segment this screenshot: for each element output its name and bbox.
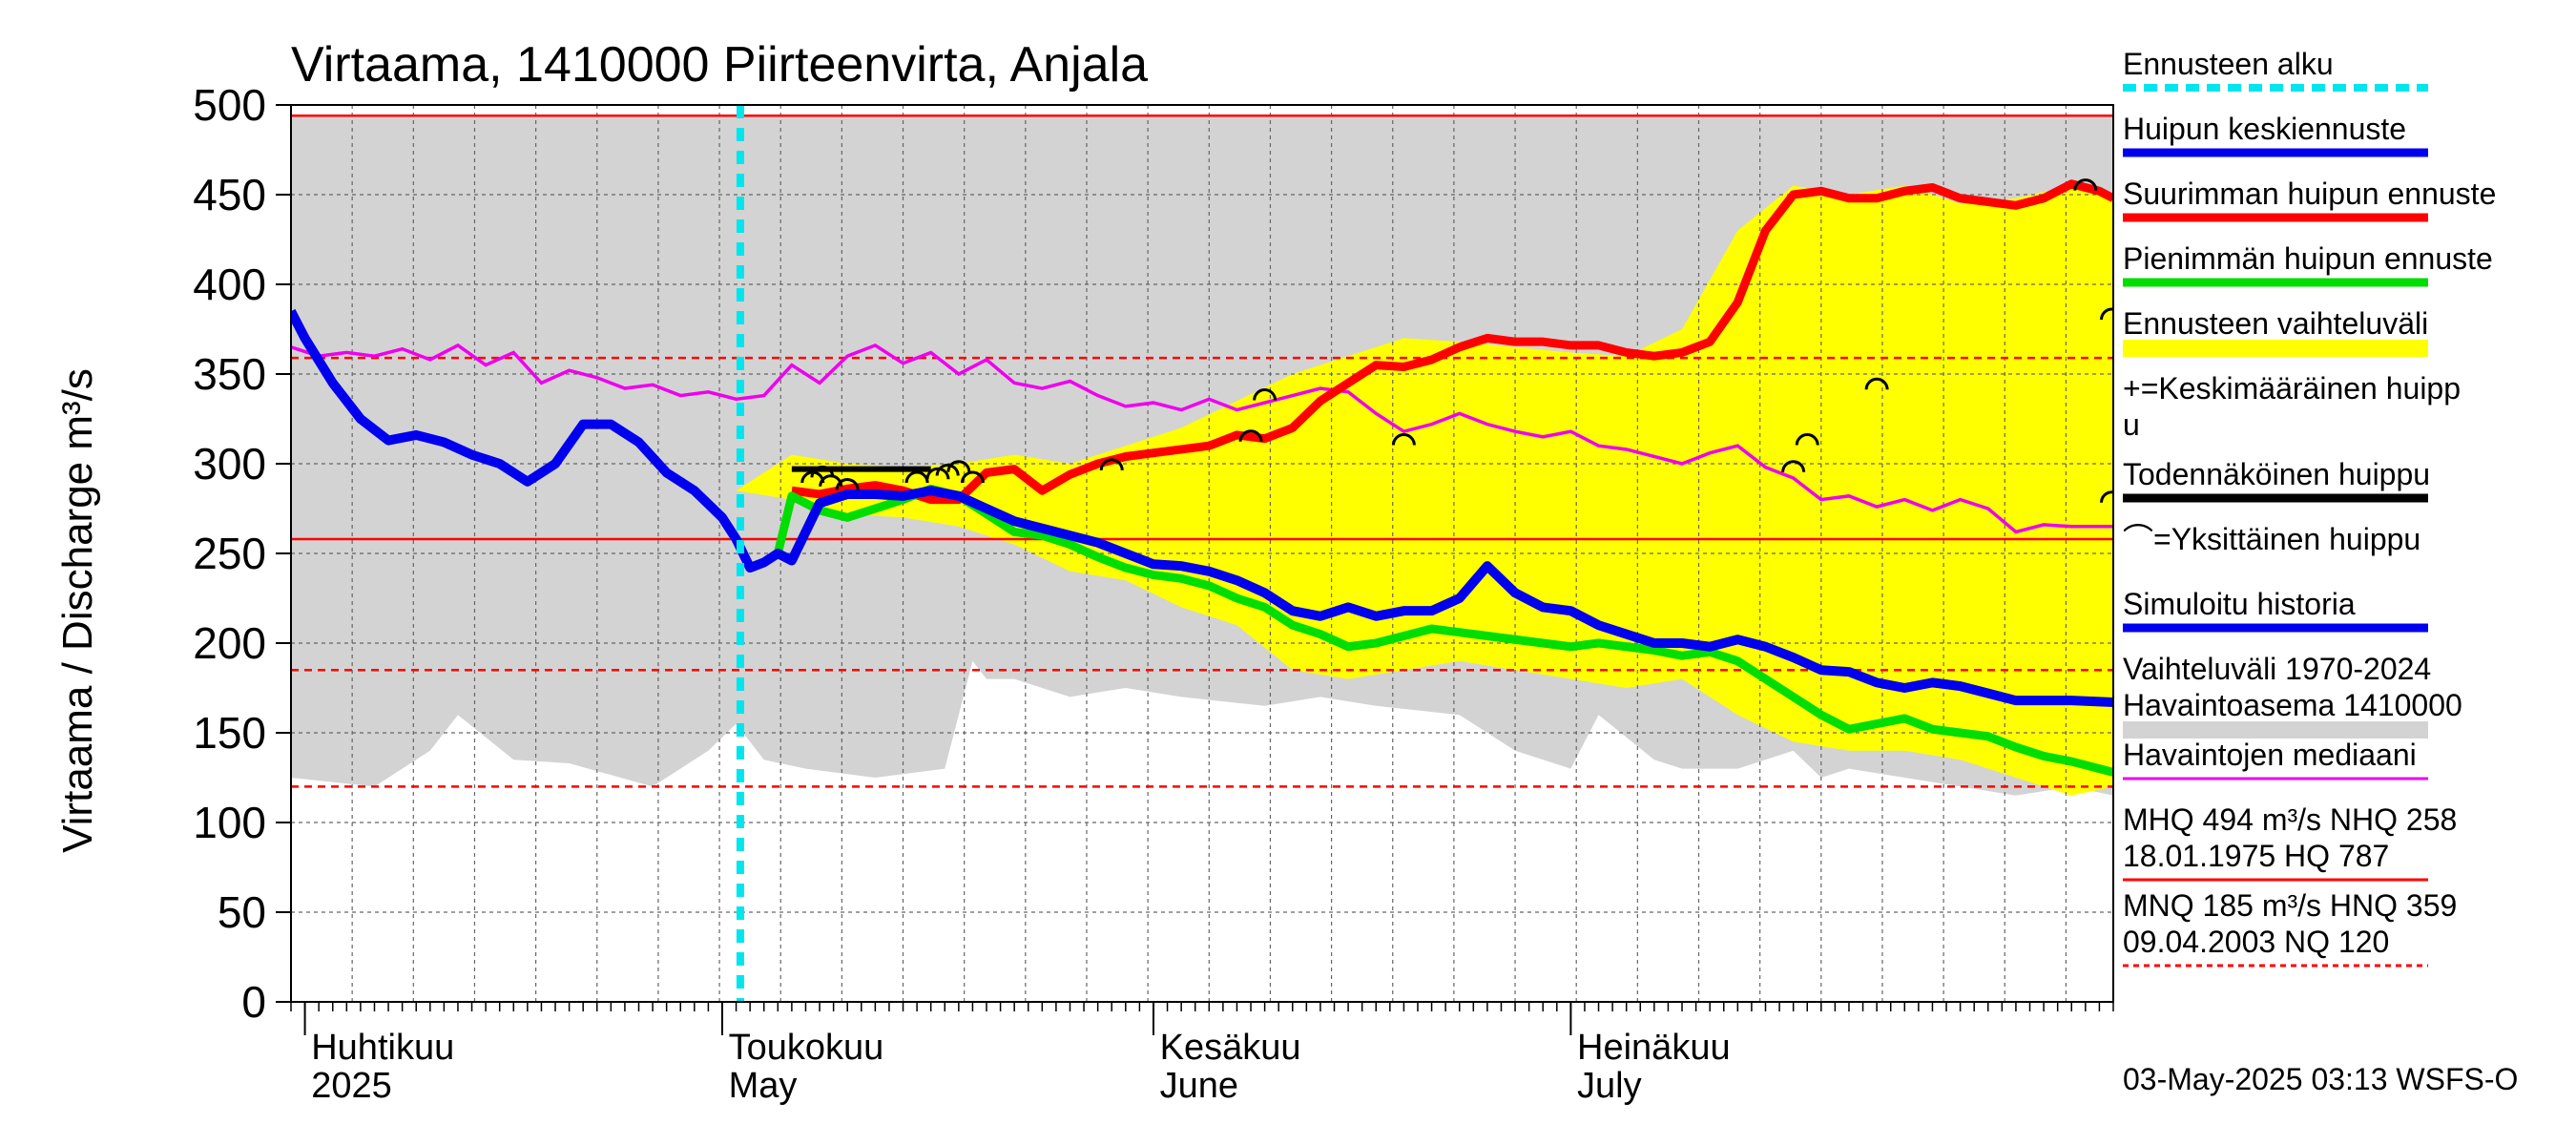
legend-label: +=Keskimääräinen huipp — [2123, 371, 2461, 406]
y-tick-label: 350 — [193, 349, 266, 399]
y-tick-label: 150 — [193, 708, 266, 758]
y-tick-label: 500 — [193, 80, 266, 130]
single-peak-marker — [1099, 458, 1124, 471]
legend-label-2: Havaintoasema 1410000 — [2123, 688, 2462, 722]
y-tick-label: 100 — [193, 798, 266, 847]
single-peak-marker — [1795, 433, 1819, 446]
x-month-label-fi: Huhtikuu — [311, 1028, 454, 1068]
legend-label: Suurimman huipun ennuste — [2123, 177, 2496, 211]
single-peak-marker — [1391, 433, 1416, 446]
legend-label-2: 18.01.1975 HQ 787 — [2123, 839, 2389, 873]
legend: Ennusteen alku Huipun keskiennuste Suurimm… — [2123, 47, 2496, 968]
x-month-label-fi: Heinäkuu — [1577, 1028, 1731, 1068]
legend-label: Ennusteen vaihteluväli — [2123, 306, 2428, 341]
plot-inner — [291, 105, 2113, 1002]
legend-label-2: u — [2123, 407, 2140, 442]
x-month-label-fi: Kesäkuu — [1160, 1028, 1301, 1068]
single-peak-marker — [960, 470, 985, 484]
single-peak-marker — [946, 460, 971, 472]
x-month-label-fi: Toukokuu — [729, 1028, 884, 1068]
series-max-peak-forecast — [791, 179, 2113, 505]
x-month-label-en: 2025 — [311, 1066, 392, 1106]
legend-label: Todennäköinen huippu — [2123, 457, 2430, 491]
legend-label: ⌒=Yksittäinen huippu — [2123, 522, 2420, 556]
y-tick-label: 400 — [193, 260, 266, 309]
legend-label: Vaihteluväli 1970-2024 — [2123, 652, 2431, 686]
y-tick-label: 200 — [193, 618, 266, 668]
y-tick-label: 300 — [193, 439, 266, 489]
single-peak-marker — [2073, 178, 2098, 191]
legend-label: Havaintojen mediaani — [2123, 738, 2417, 772]
series-mean-forecast — [291, 308, 2113, 708]
series-min-peak-forecast — [773, 484, 2113, 777]
single-peak-marker — [1238, 429, 1263, 442]
legend-label: Ennusteen alku — [2123, 47, 2334, 81]
single-peak-marker — [2100, 307, 2113, 321]
y-tick-label: 0 — [241, 977, 266, 1027]
legend-swatch — [2123, 340, 2428, 357]
legend-label: Pienimmän huipun ennuste — [2123, 241, 2493, 276]
legend-label: Simuloitu historia — [2123, 587, 2356, 621]
series-median-line — [291, 343, 2113, 534]
legend-swatch — [2123, 721, 2428, 739]
x-month-label-en: May — [729, 1066, 798, 1106]
legend-label: Huipun keskiennuste — [2123, 112, 2406, 146]
y-tick-label: 50 — [218, 887, 266, 937]
single-peak-marker — [1781, 460, 1806, 472]
timestamp-footer: 03-May-2025 03:13 WSFS-O — [2123, 1062, 2518, 1096]
y-axis-label: Virtaama / Discharge m³/s — [54, 368, 101, 853]
single-peak-marker — [2100, 490, 2113, 503]
legend-label: MHQ 494 m³/s NHQ 258 — [2123, 802, 2457, 837]
x-month-label-en: June — [1160, 1066, 1238, 1106]
single-peak-marker — [810, 465, 835, 478]
x-month-label-en: July — [1577, 1066, 1642, 1106]
single-peak-marker — [935, 464, 960, 476]
legend-label-2: 09.04.2003 NQ 120 — [2123, 925, 2389, 959]
plot-area: 0 50 100 150 200 250 300 350 400 450 500 Huhtikuu20… — [193, 80, 2114, 1106]
y-tick-label: 250 — [193, 529, 266, 578]
single-peak-marker — [835, 478, 860, 490]
y-tick-label: 450 — [193, 170, 266, 219]
legend-label: MNQ 185 m³/s HNQ 359 — [2123, 888, 2457, 923]
chart-title: Virtaama, 1410000 Piirteenvirta, Anjala — [291, 37, 1148, 93]
single-peak-marker — [1864, 377, 1889, 390]
single-peak-marker — [1253, 388, 1278, 401]
